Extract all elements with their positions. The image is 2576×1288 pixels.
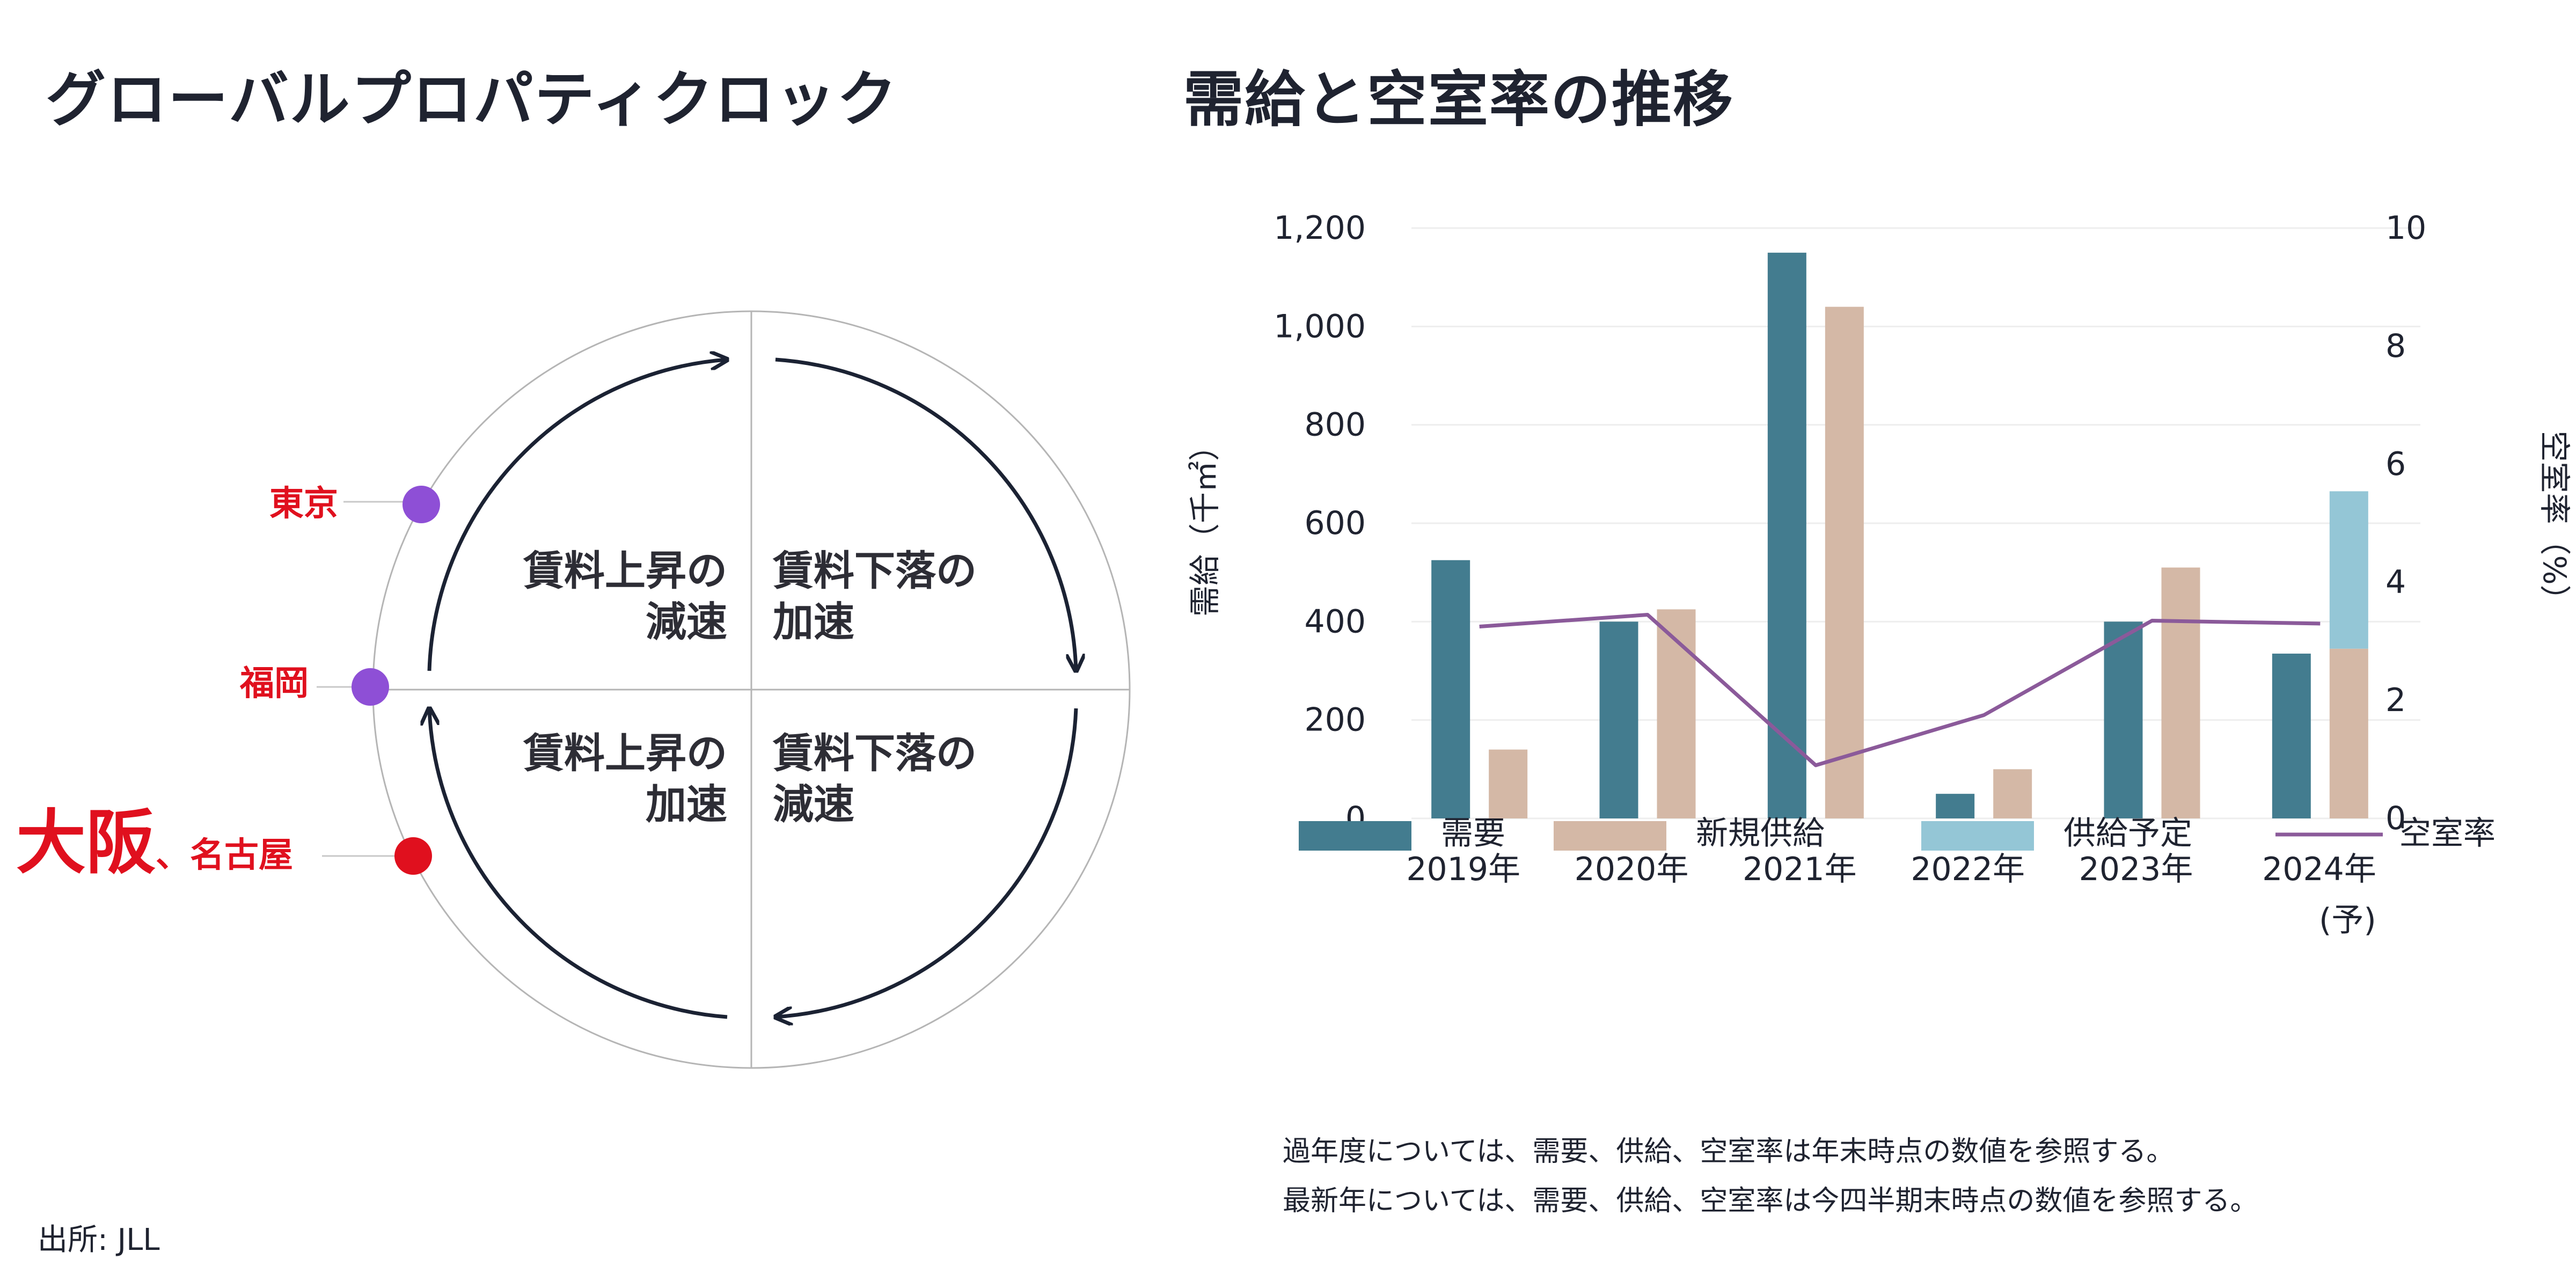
quadrant-top-left-line1: 賃料上昇の: [523, 547, 727, 595]
bar-new-supply: [1657, 609, 1696, 818]
chart-legend: 需要 新規供給 供給予定 空室率: [1299, 815, 2496, 852]
marker-fukuoka: [352, 668, 389, 706]
note-line-2: 最新年については、需要、供給、空室率は今四半期末時点の数値を参照する。: [1283, 1185, 2258, 1217]
bar-new-supply: [1825, 306, 1864, 818]
x-tick-label: 2023年: [2079, 851, 2193, 888]
y-tick-label: 600: [1304, 504, 1366, 542]
x-tick-label: 2019年: [1406, 851, 1520, 888]
y2-axis-title: 空室率（%）: [2536, 430, 2573, 616]
y-axis-title: 需給（千㎡）: [1187, 430, 1223, 617]
y-tick-label: 800: [1304, 406, 1366, 444]
bar-demand: [1431, 560, 1470, 818]
x-tick-label: 2024年: [2262, 851, 2376, 888]
legend-swatch: [1299, 821, 1411, 851]
x-tick-label: 2022年: [1911, 851, 2025, 888]
y-tick-label: 200: [1304, 701, 1366, 739]
property-clock: 賃料上昇の 減速 賃料下落の 加速 賃料上昇の 加速 賃料下落の 減速 東京 福…: [16, 310, 1131, 1069]
cycle-arrow-bottom-right: [775, 708, 1078, 1017]
y2-tick-label: 8: [2385, 327, 2406, 365]
y-tick-label: 1,000: [1274, 308, 1366, 345]
cycle-arrow-top-right: [775, 357, 1076, 671]
quadrant-bottom-right-line1: 賃料下落の: [772, 729, 977, 777]
marker-tokyo: [402, 486, 440, 523]
bar-demand: [1599, 621, 1638, 818]
legend-label: 新規供給: [1696, 815, 1825, 852]
y2-tick-label: 10: [2385, 209, 2426, 247]
y2-tick-label: 2: [2385, 682, 2406, 719]
y-tick-label: 400: [1304, 603, 1366, 640]
cycle-arrow-top-left: [427, 360, 727, 671]
marker-osaka-nagoya-label: 大阪、名古屋: [16, 802, 293, 883]
x-tick-label: 2020年: [1575, 851, 1689, 888]
legend-swatch: [1554, 821, 1666, 851]
bar-new-supply: [2329, 648, 2368, 818]
marker-nagoya-label: 、名古屋: [156, 836, 293, 875]
bar-demand: [1767, 252, 1806, 818]
bar-demand: [2272, 653, 2311, 818]
vacancy-rate-line: [1479, 613, 2321, 767]
legend-swatch: [1921, 821, 2034, 851]
marker-osaka-label: 大阪: [16, 802, 156, 883]
quadrant-top-left-line2: 減速: [646, 598, 727, 646]
quadrant-bottom-left-line2: 加速: [646, 780, 727, 828]
legend-label: 供給予定: [2063, 815, 2192, 852]
bar-demand: [1936, 794, 1975, 818]
marker-osaka-nagoya: [394, 837, 432, 875]
clock-title: グローバルプロパティクロック: [46, 65, 898, 135]
legend-label: 空室率: [2399, 815, 2496, 852]
bar-planned-supply: [2329, 491, 2368, 649]
note-line-1: 過年度については、需要、供給、空室率は年末時点の数値を参照する。: [1283, 1136, 2175, 1168]
x-tick-label: 2021年: [1743, 851, 1857, 888]
chart-title: 需給と空室率の推移: [1183, 65, 1734, 135]
chart-vacancy-line: [1479, 613, 2321, 767]
marker-fukuoka-label: 福岡: [239, 664, 309, 704]
y2-tick-label: 0: [2385, 800, 2406, 837]
source-note: 出所: JLL: [38, 1223, 160, 1257]
legend-label: 需要: [1441, 815, 1505, 852]
chart-notes: 過年度については、需要、供給、空室率は年末時点の数値を参照する。 最新年について…: [1283, 1127, 2258, 1226]
y2-tick-label: 6: [2385, 445, 2406, 483]
x-tick-sublabel: (予): [2319, 902, 2376, 939]
bar-new-supply: [1489, 749, 1528, 818]
chart-bars: [1431, 252, 2368, 818]
quadrant-top-right-line2: 加速: [773, 598, 854, 646]
marker-tokyo-label: 東京: [269, 484, 338, 524]
bar-new-supply: [2161, 567, 2200, 818]
bar-new-supply: [1993, 769, 2032, 818]
y2-tick-label: 4: [2385, 564, 2406, 601]
cycle-arrow-bottom-left: [429, 708, 728, 1019]
chart-grid: [1411, 227, 2420, 819]
quadrant-bottom-left-line1: 賃料上昇の: [523, 729, 727, 777]
quadrant-bottom-right-line2: 減速: [773, 780, 854, 828]
quadrant-top-right-line1: 賃料下落の: [772, 547, 977, 595]
bar-demand: [2104, 621, 2143, 818]
y-tick-label: 1,200: [1274, 209, 1366, 247]
